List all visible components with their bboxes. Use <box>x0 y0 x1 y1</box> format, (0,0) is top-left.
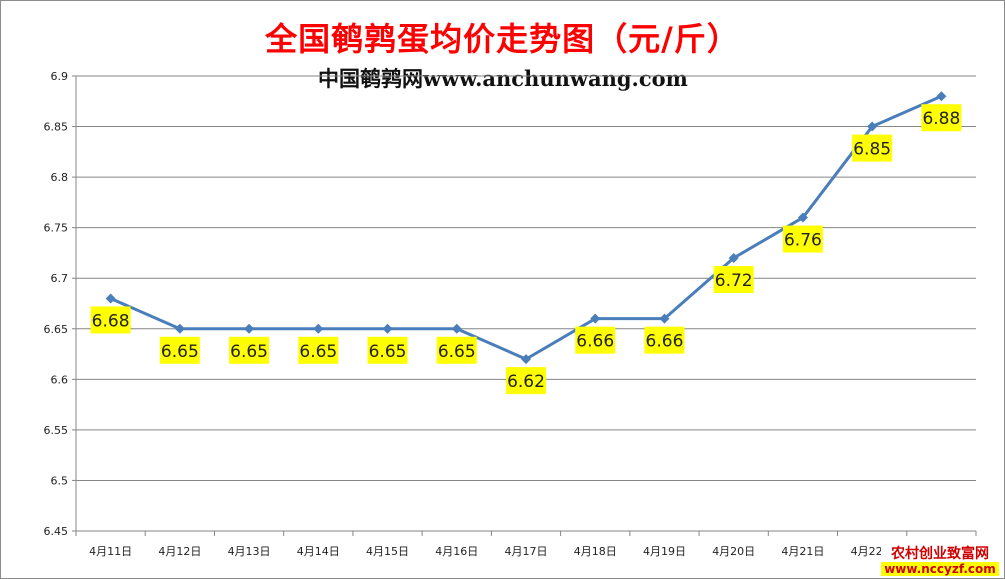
data-label: 6.65 <box>369 342 407 362</box>
watermark: 农村创业致富网 www.nccyzf.com <box>881 546 999 576</box>
data-point <box>936 91 947 102</box>
data-label: 6.72 <box>715 271 753 291</box>
x-tick-label: 4月17日 <box>505 545 548 558</box>
data-point <box>867 121 878 132</box>
x-tick-label: 4月15日 <box>366 545 409 558</box>
data-label-box <box>644 326 685 354</box>
data-point <box>382 323 393 334</box>
data-point <box>659 313 670 324</box>
data-label: 6.65 <box>230 342 268 362</box>
data-point <box>313 323 324 334</box>
x-tick-label: 4月11日 <box>89 545 132 558</box>
x-tick-label: 4月12日 <box>158 545 201 558</box>
data-label: 6.66 <box>576 332 614 352</box>
data-label: 6.65 <box>299 342 337 362</box>
data-label-box <box>713 266 754 293</box>
data-label: 6.62 <box>507 372 545 392</box>
data-label-box <box>436 336 477 364</box>
data-label: 6.88 <box>922 109 960 129</box>
data-label-box <box>506 367 546 395</box>
data-label: 6.85 <box>853 140 891 160</box>
data-label-box <box>229 336 270 364</box>
data-label-box <box>575 326 616 354</box>
y-tick-label: 6.8 <box>51 171 69 184</box>
data-point <box>728 253 739 263</box>
data-point <box>451 323 462 334</box>
x-tick-label: 4月20日 <box>712 545 755 558</box>
x-tick-label: 4月19日 <box>643 545 686 558</box>
data-label-box <box>298 336 339 364</box>
y-tick-label: 6.65 <box>44 323 69 336</box>
y-tick-label: 6.85 <box>44 121 69 134</box>
data-point <box>174 323 185 334</box>
y-tick-label: 6.5 <box>51 474 69 487</box>
watermark-line-1: 农村创业致富网 <box>881 546 999 562</box>
x-tick-label: 4月13日 <box>228 545 271 558</box>
y-tick-label: 6.75 <box>44 222 69 235</box>
x-tick-label: 4月18日 <box>574 545 617 558</box>
data-point <box>105 293 116 304</box>
y-tick-label: 6.6 <box>51 373 69 386</box>
y-tick-label: 6.45 <box>44 525 69 538</box>
x-tick-label: 4月21日 <box>781 545 824 558</box>
watermark-line-2: www.nccyzf.com <box>881 562 999 576</box>
data-label-box <box>90 306 131 334</box>
data-point <box>244 323 255 334</box>
data-label: 6.76 <box>784 231 822 251</box>
data-label: 6.68 <box>92 311 130 331</box>
data-point <box>797 212 808 223</box>
chart-subtitle: 中国鹌鹑网www.anchunwang.com <box>318 66 688 91</box>
data-point <box>590 313 601 324</box>
y-tick-label: 6.9 <box>51 70 69 83</box>
data-label-box <box>159 336 200 364</box>
data-label-box <box>367 336 408 364</box>
y-tick-label: 6.55 <box>44 424 69 437</box>
data-label-box <box>921 104 962 132</box>
data-point <box>521 354 531 365</box>
data-label-box <box>852 134 893 162</box>
y-tick-label: 6.7 <box>51 272 69 285</box>
data-label: 6.65 <box>161 342 199 362</box>
data-label: 6.65 <box>438 342 476 362</box>
x-tick-label: 4月14日 <box>297 545 340 558</box>
chart-title: 全国鹌鹑蛋均价走势图（元/斤） <box>265 20 740 58</box>
x-tick-label: 4月16日 <box>435 545 478 558</box>
data-label: 6.66 <box>646 332 684 352</box>
data-label-box <box>782 225 823 253</box>
